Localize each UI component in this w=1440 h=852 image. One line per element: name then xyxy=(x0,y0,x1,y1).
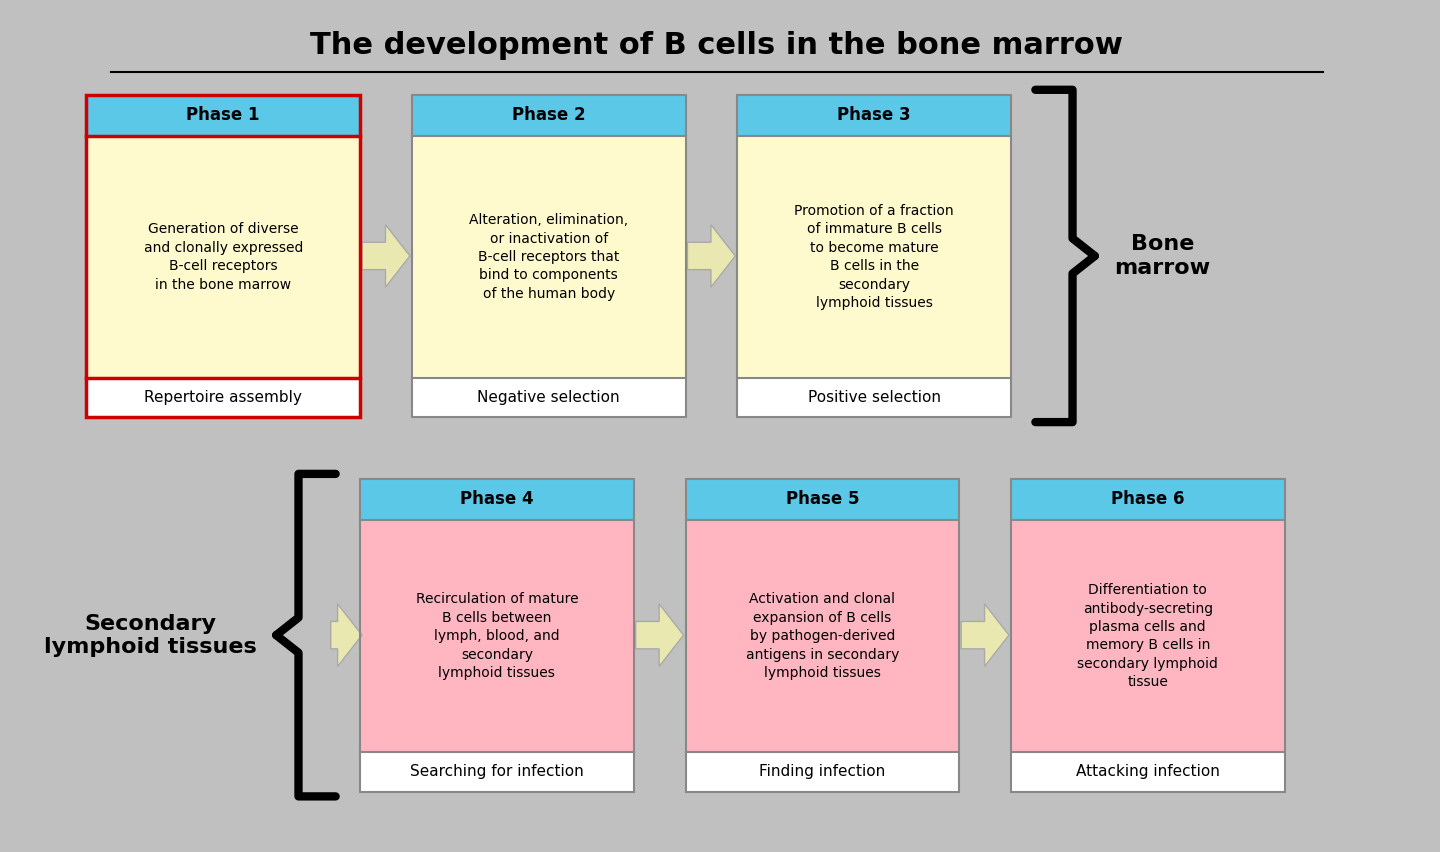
FancyBboxPatch shape xyxy=(412,95,685,135)
Text: Activation and clonal
expansion of B cells
by pathogen-derived
antigens in secon: Activation and clonal expansion of B cel… xyxy=(746,592,899,680)
FancyBboxPatch shape xyxy=(1011,520,1284,752)
Text: Searching for infection: Searching for infection xyxy=(410,764,583,780)
FancyBboxPatch shape xyxy=(737,95,1011,135)
Text: Phase 4: Phase 4 xyxy=(459,490,534,509)
Text: Generation of diverse
and clonally expressed
B-cell receptors
in the bone marrow: Generation of diverse and clonally expre… xyxy=(144,222,302,291)
FancyBboxPatch shape xyxy=(737,378,1011,417)
Text: Phase 2: Phase 2 xyxy=(511,106,586,124)
Text: Recirculation of mature
B cells between
lymph, blood, and
secondary
lymphoid tis: Recirculation of mature B cells between … xyxy=(416,592,579,680)
Polygon shape xyxy=(960,604,1009,666)
Polygon shape xyxy=(331,604,361,666)
Text: The development of B cells in the bone marrow: The development of B cells in the bone m… xyxy=(311,32,1123,60)
Text: Differentiation to
antibody-secreting
plasma cells and
memory B cells in
seconda: Differentiation to antibody-secreting pl… xyxy=(1077,583,1218,689)
FancyBboxPatch shape xyxy=(685,520,959,752)
Text: Phase 5: Phase 5 xyxy=(786,490,860,509)
Text: Repertoire assembly: Repertoire assembly xyxy=(144,390,302,406)
FancyBboxPatch shape xyxy=(360,752,634,792)
FancyBboxPatch shape xyxy=(86,135,360,378)
FancyBboxPatch shape xyxy=(412,378,685,417)
Text: Promotion of a fraction
of immature B cells
to become mature
B cells in the
seco: Promotion of a fraction of immature B ce… xyxy=(795,204,953,310)
Text: Attacking infection: Attacking infection xyxy=(1076,764,1220,780)
FancyBboxPatch shape xyxy=(412,135,685,378)
Text: Secondary
lymphoid tissues: Secondary lymphoid tissues xyxy=(43,613,256,657)
Polygon shape xyxy=(361,225,410,287)
Text: Bone
marrow: Bone marrow xyxy=(1115,234,1211,278)
FancyBboxPatch shape xyxy=(86,95,360,135)
FancyBboxPatch shape xyxy=(360,479,634,520)
Text: Alteration, elimination,
or inactivation of
B-cell receptors that
bind to compon: Alteration, elimination, or inactivation… xyxy=(469,213,628,301)
Polygon shape xyxy=(635,604,684,666)
FancyBboxPatch shape xyxy=(360,520,634,752)
Text: Phase 6: Phase 6 xyxy=(1112,490,1185,509)
Text: Phase 3: Phase 3 xyxy=(837,106,912,124)
FancyBboxPatch shape xyxy=(1011,479,1284,520)
Text: Positive selection: Positive selection xyxy=(808,390,940,406)
Text: Phase 1: Phase 1 xyxy=(187,106,261,124)
FancyBboxPatch shape xyxy=(685,752,959,792)
Polygon shape xyxy=(687,225,736,287)
FancyBboxPatch shape xyxy=(1011,752,1284,792)
Text: Negative selection: Negative selection xyxy=(478,390,621,406)
FancyBboxPatch shape xyxy=(86,378,360,417)
FancyBboxPatch shape xyxy=(685,479,959,520)
FancyBboxPatch shape xyxy=(737,135,1011,378)
Text: Finding infection: Finding infection xyxy=(759,764,886,780)
